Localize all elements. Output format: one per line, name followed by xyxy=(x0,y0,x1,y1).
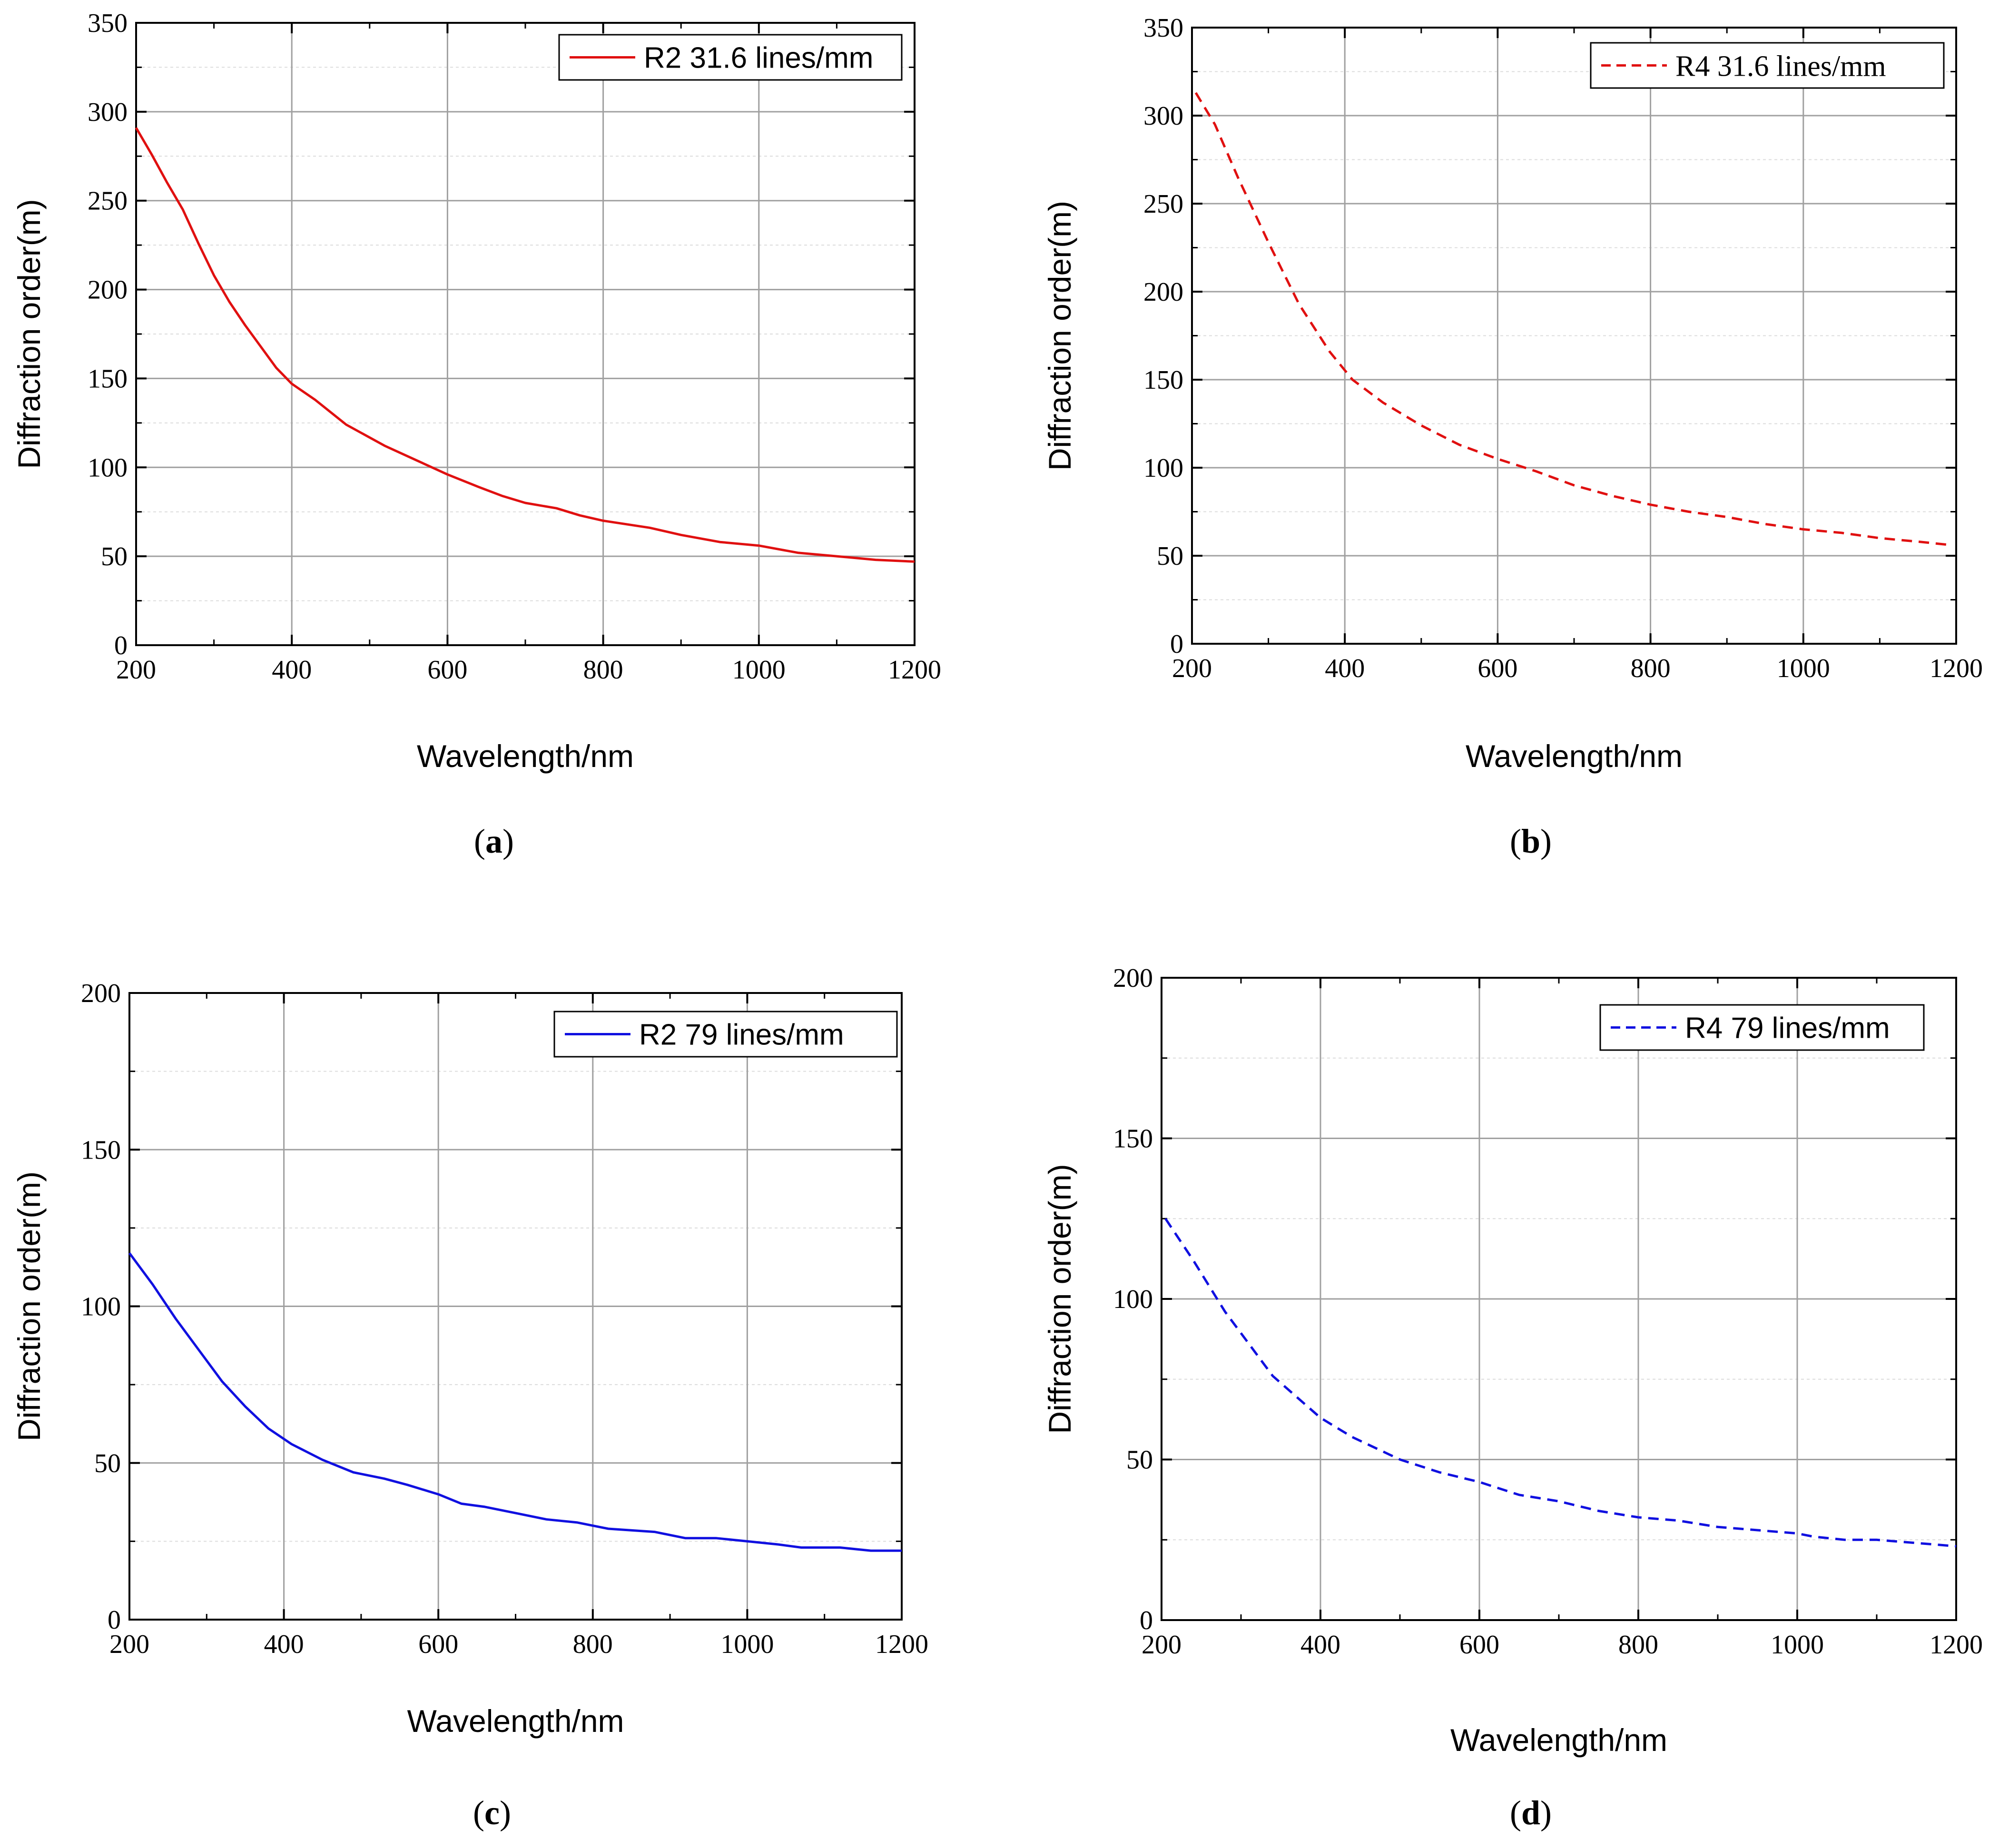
legend-box xyxy=(1599,1004,1925,1051)
y-tick-label: 250 xyxy=(88,187,128,216)
panel-label: (c) xyxy=(473,1794,511,1832)
x-axis-title: Wavelength/nm xyxy=(407,1703,624,1739)
y-axis-title: Diffraction order(m) xyxy=(1042,1164,1077,1434)
legend: R4 79 lines/mm xyxy=(1599,1004,1925,1051)
legend-box xyxy=(553,1011,898,1058)
y-tick-label: 250 xyxy=(1143,189,1183,219)
x-tick-label: 200 xyxy=(1142,1630,1182,1660)
panel-label: (b) xyxy=(1510,822,1552,860)
y-tick-label: 50 xyxy=(1126,1445,1153,1475)
y-tick-label: 0 xyxy=(1170,629,1183,659)
y-tick-label: 0 xyxy=(1140,1606,1153,1635)
x-tick-label: 200 xyxy=(109,1630,149,1659)
x-tick-label: 1200 xyxy=(888,655,941,685)
x-tick-label: 400 xyxy=(264,1630,304,1659)
x-tick-label: 600 xyxy=(418,1630,458,1659)
y-tick-label: 350 xyxy=(1143,13,1183,43)
x-tick-label: 1200 xyxy=(1930,1630,1983,1660)
panel-label: (d) xyxy=(1510,1794,1552,1832)
x-tick-label: 800 xyxy=(583,655,623,685)
series-line-d xyxy=(1164,1218,1957,1548)
legend: R2 31.6 lines/mm xyxy=(558,34,903,81)
y-tick-label: 0 xyxy=(108,1605,121,1635)
x-tick-label: 1000 xyxy=(1771,1630,1824,1660)
legend-label: R4 79 lines/mm xyxy=(1685,1012,1890,1045)
x-axis-title: Wavelength/nm xyxy=(1466,738,1683,774)
panel-label: (a) xyxy=(474,822,514,860)
y-tick-label: 100 xyxy=(81,1292,121,1322)
series-line-c xyxy=(128,1252,902,1552)
x-tick-label: 400 xyxy=(1325,654,1365,683)
y-tick-label: 50 xyxy=(94,1449,121,1478)
y-tick-label: 300 xyxy=(88,98,128,127)
y-tick-label: 350 xyxy=(88,9,128,38)
y-tick-label: 150 xyxy=(1113,1124,1153,1154)
x-tick-label: 1200 xyxy=(1930,654,1983,683)
x-tick-label: 1000 xyxy=(720,1630,774,1659)
y-tick-label: 200 xyxy=(1113,963,1153,993)
legend: R4 31.6 lines/mm xyxy=(1590,42,1945,89)
y-tick-label: 100 xyxy=(88,453,128,482)
chart-panel-d: 200 400 600 800 1000 1200 0 50 100 150 200 R4 79 li… xyxy=(1042,963,1983,1832)
y-tick-label: 200 xyxy=(88,275,128,305)
chart-panel-c: 200 400 600 800 1000 1200 0 50 100 150 200 R2 79 li… xyxy=(11,979,928,1832)
y-tick-label: 200 xyxy=(81,979,121,1008)
legend-label: R4 31.6 lines/mm xyxy=(1675,50,1886,83)
chart-panel-a: 200 400 600 800 1000 1200 0 50 100 150 200 250 300 35… xyxy=(11,9,941,860)
y-tick-label: 100 xyxy=(1143,453,1183,483)
x-tick-label: 1000 xyxy=(1777,654,1830,683)
y-axis-title: Diffraction order(m) xyxy=(1042,201,1077,471)
legend: R2 79 lines/mm xyxy=(553,1011,898,1058)
x-axis-title: Wavelength/nm xyxy=(1450,1722,1667,1758)
y-tick-label: 200 xyxy=(1143,277,1183,307)
y-tick-label: 0 xyxy=(114,631,128,660)
x-tick-label: 600 xyxy=(1477,654,1517,683)
y-axis-title: Diffraction order(m) xyxy=(11,199,47,469)
x-tick-label: 1200 xyxy=(875,1630,928,1659)
series-line-a xyxy=(135,127,915,563)
x-tick-label: 800 xyxy=(1618,1630,1658,1660)
x-tick-label: 400 xyxy=(1300,1630,1340,1660)
y-tick-label: 150 xyxy=(81,1135,121,1165)
x-tick-label: 200 xyxy=(1172,654,1212,683)
x-axis-title: Wavelength/nm xyxy=(417,738,634,774)
y-axis-title: Diffraction order(m) xyxy=(11,1171,47,1441)
x-tick-label: 600 xyxy=(1459,1630,1499,1660)
y-tick-label: 50 xyxy=(101,542,128,571)
x-tick-label: 400 xyxy=(272,655,312,685)
y-tick-label: 300 xyxy=(1143,101,1183,131)
x-tick-label: 600 xyxy=(427,655,467,685)
x-tick-label: 200 xyxy=(116,655,156,685)
y-tick-label: 150 xyxy=(1143,365,1183,395)
x-tick-label: 1000 xyxy=(732,655,786,685)
x-tick-label: 800 xyxy=(573,1630,613,1659)
y-tick-label: 100 xyxy=(1113,1285,1153,1314)
legend-label: R2 79 lines/mm xyxy=(639,1019,844,1052)
y-tick-label: 50 xyxy=(1157,541,1183,571)
series-line-b xyxy=(1194,92,1953,547)
x-tick-label: 800 xyxy=(1631,654,1671,683)
legend-label: R2 31.6 lines/mm xyxy=(644,42,873,75)
y-tick-label: 150 xyxy=(88,364,128,393)
chart-panel-b: 200 400 600 800 1000 1200 0 50 100 150 200 250 300 35… xyxy=(1042,13,1983,860)
